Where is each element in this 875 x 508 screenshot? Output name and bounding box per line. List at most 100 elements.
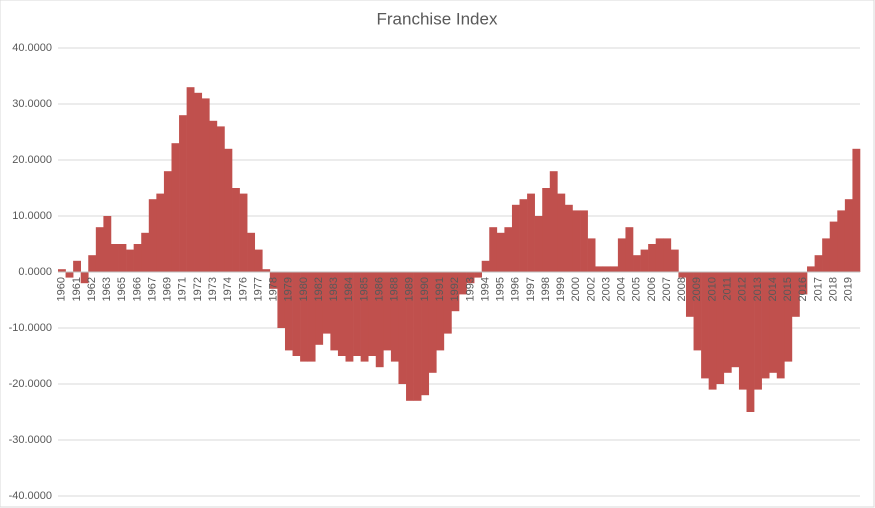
- x-tick-label: 1976: [237, 277, 249, 301]
- bar: [315, 272, 324, 345]
- bar: [148, 199, 157, 272]
- bar: [685, 272, 694, 317]
- x-tick-label: 2017: [812, 277, 824, 301]
- bar: [610, 266, 619, 272]
- bar: [451, 272, 460, 312]
- x-tick-label: 1983: [328, 277, 340, 301]
- x-tick-label: 1977: [252, 277, 264, 301]
- bar: [693, 272, 702, 351]
- y-tick-label: -30.0000: [9, 434, 52, 446]
- x-tick-label: 2000: [570, 277, 582, 301]
- x-tick-label: 1963: [101, 277, 113, 301]
- bar: [300, 272, 308, 362]
- x-tick-label: 2014: [767, 277, 779, 301]
- x-tick-label: 1997: [525, 277, 537, 301]
- bar: [791, 272, 800, 317]
- x-tick-label: 1996: [510, 277, 522, 301]
- x-tick-label: 1995: [495, 277, 507, 301]
- bar: [95, 227, 104, 272]
- x-tick-label: 2007: [661, 277, 673, 301]
- bar: [375, 272, 384, 368]
- x-tick-label: 2005: [631, 277, 643, 301]
- x-tick-label: 2016: [797, 277, 809, 301]
- bar: [262, 269, 271, 272]
- bar: [511, 204, 520, 272]
- x-tick-label: 2008: [676, 277, 688, 301]
- bar: [428, 272, 437, 373]
- x-tick-label: 1967: [146, 277, 158, 301]
- x-tick-label: 1980: [298, 277, 310, 301]
- bar: [640, 249, 649, 272]
- x-tick-label: 1966: [131, 277, 143, 301]
- bar: [534, 216, 543, 272]
- bar: [307, 272, 316, 362]
- bar: [406, 272, 414, 401]
- bar: [353, 272, 361, 356]
- bar: [595, 266, 604, 272]
- bar: [368, 272, 377, 356]
- x-tick-label: 1992: [449, 277, 461, 301]
- bar: [769, 272, 778, 373]
- bar: [443, 272, 452, 334]
- x-tick-label: 1962: [86, 277, 98, 301]
- x-tick-label: 2004: [616, 277, 628, 301]
- x-tick-label: 1974: [222, 277, 234, 301]
- bar: [224, 148, 233, 272]
- x-tick-label: 2006: [646, 277, 658, 301]
- bar: [474, 272, 482, 278]
- bar: [421, 272, 430, 396]
- x-tick-label: 1982: [313, 277, 325, 301]
- bar: [564, 204, 573, 272]
- y-tick-label: -40.0000: [9, 490, 52, 502]
- bar: [277, 272, 286, 328]
- y-tick-label: -10.0000: [9, 322, 52, 334]
- x-tick-label: 1961: [71, 277, 83, 301]
- bar: [141, 232, 150, 272]
- bar: [754, 272, 762, 390]
- x-tick-label: 1998: [540, 277, 552, 301]
- bar: [549, 171, 558, 272]
- x-tick-label: 1993: [464, 277, 476, 301]
- bar: [489, 227, 498, 272]
- bar: [625, 227, 634, 272]
- bar: [254, 249, 263, 272]
- bar: [163, 171, 172, 272]
- bar: [398, 272, 407, 384]
- bar: [655, 238, 664, 272]
- x-tick-label: 1965: [116, 277, 128, 301]
- bar: [247, 232, 256, 272]
- bar: [496, 232, 505, 272]
- bar: [201, 98, 210, 273]
- bar: [459, 272, 467, 295]
- bar: [194, 92, 203, 272]
- y-tick-label: 10.0000: [12, 210, 52, 222]
- bar: [436, 272, 445, 351]
- bar: [617, 238, 626, 272]
- bar: [322, 272, 331, 334]
- y-tick-label: 0.0000: [18, 266, 52, 278]
- bar: [73, 260, 81, 272]
- bar: [110, 244, 119, 272]
- bar: [633, 255, 641, 272]
- bar: [670, 249, 679, 272]
- x-tick-label: 1989: [404, 277, 416, 301]
- bar: [572, 210, 581, 272]
- bar: [58, 269, 66, 272]
- bar: [776, 272, 785, 379]
- bar: [80, 272, 89, 284]
- bar: [527, 193, 535, 272]
- bar: [678, 272, 687, 278]
- x-tick-label: 1973: [207, 277, 219, 301]
- bar: [587, 238, 596, 272]
- bar: [133, 244, 142, 272]
- bar: [519, 199, 528, 272]
- bar: [723, 272, 732, 373]
- bar: [799, 272, 808, 295]
- bar: [156, 193, 165, 272]
- x-tick-label: 1986: [373, 277, 385, 301]
- bar: [330, 272, 339, 351]
- x-tick-label: 2018: [827, 277, 839, 301]
- y-tick-label: -20.0000: [9, 378, 52, 390]
- bar: [345, 272, 354, 362]
